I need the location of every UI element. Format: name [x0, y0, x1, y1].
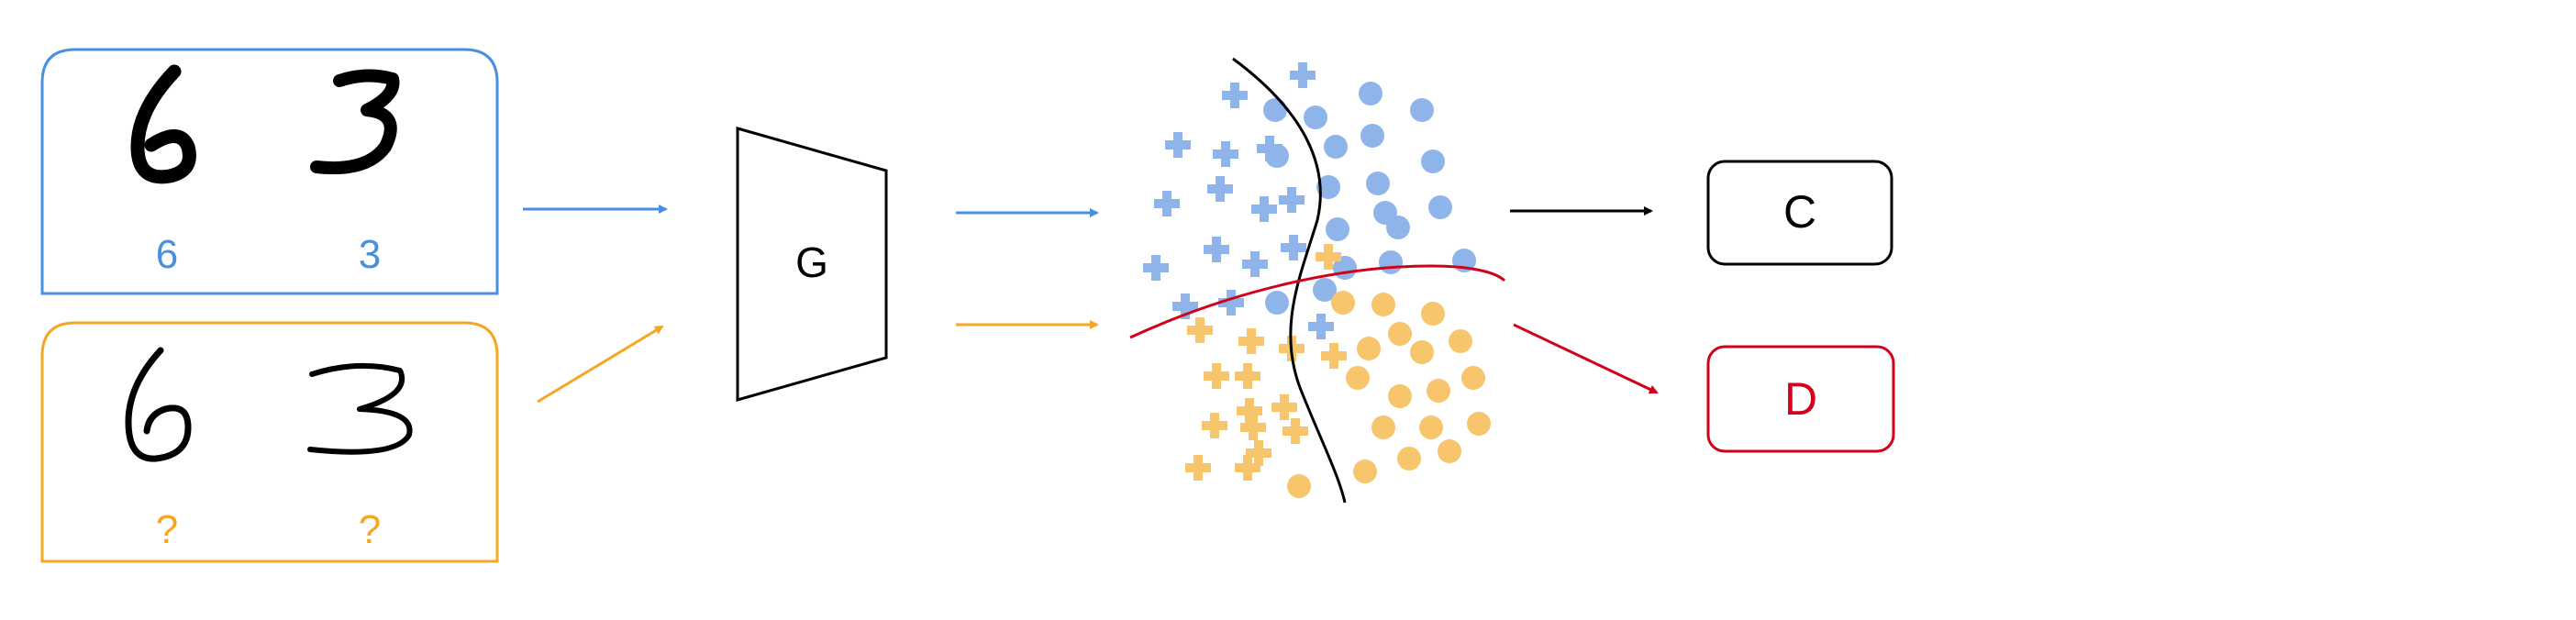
target-circle-marker: [1449, 329, 1472, 353]
source-label-2: 3: [359, 232, 381, 277]
target-circle-marker: [1410, 340, 1434, 364]
source-plus-marker: [1154, 191, 1180, 216]
source-plus-marker: [1204, 237, 1229, 262]
source-plus-marker: [1172, 293, 1198, 319]
discriminator-label: D: [1784, 373, 1817, 425]
target-plus-marker: [1202, 413, 1227, 438]
target-circle-marker: [1388, 322, 1412, 346]
target-circle-marker: [1357, 337, 1381, 360]
features-to-discriminator-arrow: [1513, 323, 1659, 394]
source-circle-marker: [1366, 172, 1390, 195]
generator-block: G: [736, 127, 888, 402]
target-plus-marker: [1235, 363, 1260, 389]
source-label-1: 6: [156, 232, 178, 277]
source-circle-marker: [1265, 291, 1289, 315]
source-circle-marker: [1324, 135, 1348, 159]
source-plus-marker: [1242, 251, 1268, 277]
target-plus-marker: [1240, 415, 1266, 440]
source-plus-marker: [1290, 62, 1316, 88]
source-circle-marker: [1326, 217, 1349, 241]
target-circle-marker: [1467, 412, 1491, 436]
source-circle-marker: [1421, 149, 1445, 173]
target-plus-marker: [1271, 394, 1297, 420]
target-circle-marker: [1397, 447, 1421, 471]
source-digit-six: [130, 64, 196, 184]
source-plus-marker: [1222, 83, 1248, 108]
target-circle-marker: [1371, 415, 1395, 439]
target-plus-marker: [1316, 244, 1341, 270]
source-circle-marker: [1359, 82, 1382, 105]
generator-label: G: [795, 238, 828, 286]
feature-scatter: [1143, 62, 1491, 498]
discriminator-box: [1706, 345, 1895, 453]
source-digit-three: [310, 69, 400, 175]
source-plus-marker: [1218, 290, 1244, 316]
discriminator-block: D: [1706, 345, 1895, 453]
source-circle-marker: [1263, 98, 1287, 122]
source-circle-marker: [1316, 175, 1340, 199]
target-plus-marker: [1204, 363, 1229, 389]
target-plus-marker: [1185, 455, 1211, 481]
source-circle-marker: [1386, 216, 1410, 239]
target-plus-marker: [1237, 398, 1262, 424]
target-circle-marker: [1331, 291, 1355, 315]
target-plus-marker: [1238, 328, 1264, 354]
source-circle-marker: [1379, 250, 1403, 274]
target-circle-marker: [1421, 302, 1445, 326]
target-plus-marker: [1282, 418, 1308, 444]
source-plus-marker: [1207, 176, 1233, 202]
source-panel-frame: [40, 48, 499, 295]
generator-trapezoid: [736, 127, 888, 402]
target-to-generator-arrow: [537, 325, 664, 404]
discriminator-boundary: [1129, 264, 1506, 339]
target-circle-marker: [1388, 384, 1412, 408]
target-plus-marker: [1187, 317, 1213, 343]
source-circle-marker: [1265, 144, 1289, 168]
source-plus-marker: [1279, 187, 1305, 213]
target-label-1: ?: [156, 507, 178, 552]
source-plus-marker: [1281, 235, 1306, 260]
target-circle-marker: [1419, 415, 1443, 439]
target-plus-marker: [1246, 440, 1271, 466]
source-plus-marker: [1308, 314, 1334, 339]
target-circle-marker: [1371, 293, 1395, 316]
source-circle-marker: [1360, 124, 1384, 148]
source-plus-marker: [1251, 196, 1277, 222]
target-panel: ? ?: [40, 321, 499, 563]
source-circle-marker: [1428, 195, 1452, 219]
source-plus-marker: [1143, 255, 1169, 281]
target-circle-marker: [1438, 439, 1461, 463]
target-circle-marker: [1287, 474, 1311, 498]
source-panel: 6 3: [40, 48, 499, 295]
classifier-block: C: [1706, 160, 1893, 266]
target-circle-marker: [1427, 379, 1450, 403]
classifier-box: [1706, 160, 1893, 266]
source-circle-marker: [1313, 278, 1337, 302]
target-plus-marker: [1321, 343, 1347, 369]
target-circle-marker: [1461, 366, 1485, 390]
source-circle-marker: [1410, 98, 1434, 122]
target-label-2: ?: [359, 507, 381, 552]
source-plus-marker: [1213, 141, 1238, 167]
target-digit-six: [125, 347, 192, 462]
target-plus-marker: [1235, 455, 1260, 481]
target-panel-frame: [40, 321, 499, 563]
target-digit-three: [307, 362, 413, 455]
target-circle-marker: [1353, 459, 1377, 483]
source-circle-marker: [1304, 105, 1327, 129]
classifier-boundary: [1232, 57, 1347, 504]
target-circle-marker: [1346, 366, 1370, 390]
classifier-label: C: [1783, 186, 1816, 238]
source-plus-marker: [1165, 132, 1191, 158]
